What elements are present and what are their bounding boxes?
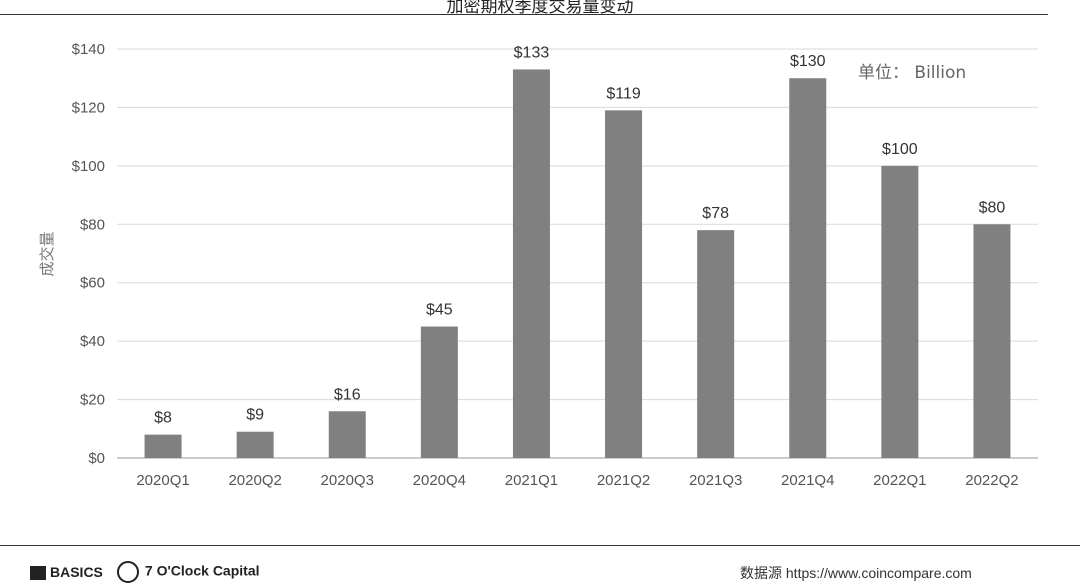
bar — [420, 326, 458, 458]
bar — [973, 224, 1011, 458]
data-label: $119 — [606, 85, 641, 102]
y-tick-label: $0 — [88, 450, 105, 467]
bar — [697, 230, 735, 458]
footer-logos: BASICS 7 O'Clock Capital — [30, 561, 260, 583]
bar-chart: $0 $20 $40 $60 $80 $100 $120 $140 $8 2020Q1 $9 2020… — [38, 41, 1038, 489]
unit-note: 单位： Billion — [858, 63, 966, 83]
data-label: $80 — [979, 199, 1006, 216]
y-tick-label: $120 — [72, 99, 105, 116]
bar — [144, 434, 182, 458]
footer-divider — [0, 545, 1080, 546]
x-tick-label: 2022Q2 — [965, 472, 1018, 489]
chart-title: 加密期权季度交易量变动 — [446, 0, 634, 17]
data-label: $133 — [514, 44, 550, 61]
y-tick-label: $40 — [80, 333, 105, 350]
data-label: $130 — [790, 53, 826, 70]
data-label: $9 — [246, 407, 264, 424]
bar — [605, 110, 643, 458]
bar — [236, 431, 274, 458]
bar — [328, 411, 366, 458]
x-tick-label: 2020Q4 — [413, 472, 466, 489]
x-tick-label: 2020Q3 — [321, 472, 374, 489]
y-tick-label: $80 — [80, 216, 105, 233]
title-divider — [0, 14, 1048, 15]
x-tick-label: 2021Q4 — [781, 472, 834, 489]
x-tick-label: 2021Q1 — [505, 472, 558, 489]
x-tick-label: 2021Q2 — [597, 472, 650, 489]
bar — [789, 78, 827, 458]
data-source: 数据源 https://www.coincompare.com — [740, 565, 972, 581]
x-tick-label: 2020Q1 — [136, 472, 189, 489]
capital-label: 7 O'Clock Capital — [144, 562, 260, 579]
y-axis-label: 成交量 — [38, 231, 56, 276]
basics-label: BASICS — [50, 563, 103, 580]
data-label: $16 — [334, 386, 361, 403]
bar — [881, 165, 919, 458]
x-tick-label: 2020Q2 — [228, 472, 281, 489]
basics-logo: BASICS — [30, 563, 103, 581]
y-tick-label: $60 — [80, 275, 105, 292]
y-tick-label: $100 — [72, 158, 105, 175]
y-tick-label: $20 — [80, 392, 105, 409]
x-tick-label: 2021Q3 — [689, 472, 742, 489]
capital-logo: 7 O'Clock Capital — [116, 561, 260, 583]
bar — [512, 69, 550, 458]
data-label: $78 — [702, 205, 729, 222]
x-tick-label: 2022Q1 — [873, 472, 926, 489]
data-label: $45 — [426, 302, 453, 319]
y-tick-label: $140 — [72, 41, 105, 58]
data-label: $100 — [882, 141, 918, 158]
data-label: $8 — [154, 410, 172, 427]
